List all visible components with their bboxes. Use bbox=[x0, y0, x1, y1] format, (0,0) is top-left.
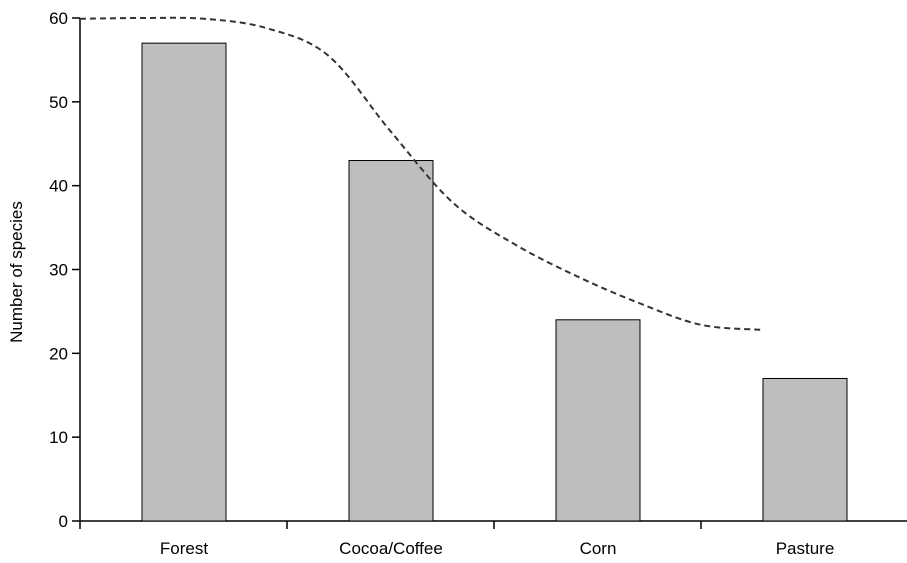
x-tick-label: Pasture bbox=[776, 539, 835, 558]
y-tick-label: 10 bbox=[49, 428, 68, 447]
y-tick-label: 30 bbox=[49, 261, 68, 280]
y-axis: 0 10 20 30 40 50 60 bbox=[49, 9, 81, 531]
x-tick-label: Forest bbox=[160, 539, 208, 558]
x-tick-label: Cocoa/Coffee bbox=[339, 539, 443, 558]
bar bbox=[555, 319, 641, 522]
y-tick-label: 60 bbox=[49, 9, 68, 28]
trend-line bbox=[79, 16, 764, 331]
y-tick-label: 0 bbox=[59, 512, 68, 531]
y-tick-label: 20 bbox=[49, 344, 68, 363]
bars bbox=[141, 42, 848, 522]
y-tick-label: 50 bbox=[49, 93, 68, 112]
y-axis-label: Number of species bbox=[7, 201, 26, 343]
bar bbox=[348, 160, 434, 522]
x-tick-label: Corn bbox=[580, 539, 617, 558]
bar bbox=[141, 42, 227, 522]
bar bbox=[762, 377, 848, 522]
trend-line-group bbox=[79, 16, 764, 331]
y-tick-label: 40 bbox=[49, 177, 68, 196]
x-axis: Forest Cocoa/Coffee Corn Pasture bbox=[79, 520, 907, 558]
